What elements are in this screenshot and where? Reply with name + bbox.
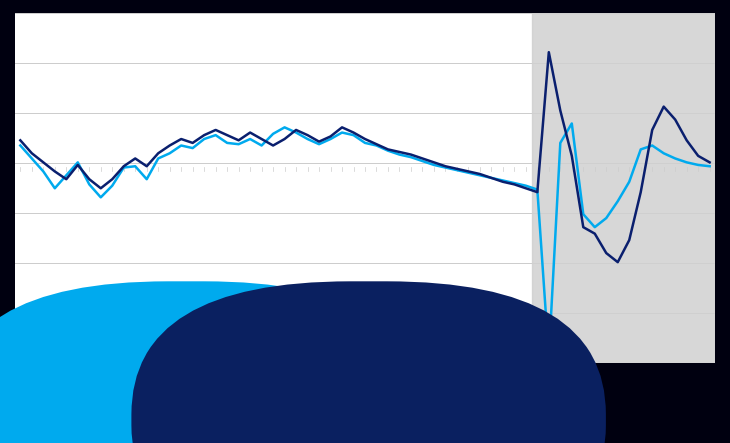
- Bar: [531, 13, 715, 363]
